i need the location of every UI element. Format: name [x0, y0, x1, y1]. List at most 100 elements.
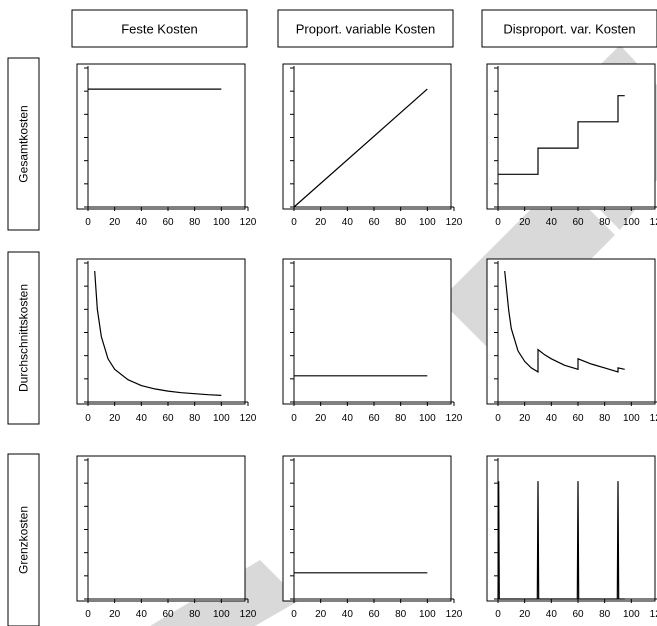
column-header-box-proport-variable-kosten	[277, 9, 454, 48]
x-tick-label: 100	[419, 217, 436, 228]
column-header-box-disproport-var-kosten	[481, 9, 657, 48]
panel-frame	[486, 258, 656, 405]
panel-frame	[76, 63, 246, 210]
x-tick-label: 20	[315, 217, 327, 228]
series-line-1	[94, 270, 222, 396]
x-tick-label: 100	[623, 609, 640, 620]
x-tick-label: 40	[546, 609, 558, 620]
x-tick-label: 120	[650, 609, 657, 620]
x-tick-label: 40	[546, 413, 558, 424]
column-header-feste-kosten: Feste Kosten	[121, 22, 198, 37]
series-line-1	[504, 270, 625, 373]
x-tick-label: 80	[189, 609, 201, 620]
x-tick-label: 0	[85, 413, 91, 424]
x-tick-label: 0	[291, 413, 297, 424]
x-tick-label: 0	[495, 609, 501, 620]
x-tick-label: 60	[572, 413, 584, 424]
x-tick-label: 0	[495, 217, 501, 228]
x-tick-label: 40	[136, 413, 148, 424]
x-tick-label: 80	[599, 609, 611, 620]
column-header-disproport-var-kosten: Disproport. var. Kosten	[503, 22, 635, 37]
x-tick-label: 60	[162, 609, 174, 620]
panel-frame	[76, 258, 246, 405]
x-tick-label: 80	[599, 413, 611, 424]
x-tick-label: 60	[368, 609, 380, 620]
x-tick-label: 120	[650, 413, 657, 424]
x-tick-label: 100	[623, 413, 640, 424]
panel-frame	[282, 258, 452, 405]
x-tick-label: 80	[395, 413, 407, 424]
x-tick-label: 20	[109, 217, 121, 228]
x-tick-label: 60	[368, 217, 380, 228]
row-header-gesamtkosten: Gesamtkosten	[17, 105, 31, 182]
x-tick-label: 100	[419, 609, 436, 620]
x-tick-label: 40	[136, 609, 148, 620]
row-header-box-durchschnittskosten	[7, 251, 40, 425]
x-tick-label: 20	[315, 413, 327, 424]
x-tick-label: 60	[162, 413, 174, 424]
panel-durchschnittskosten-feste-kosten: 0 20 40 60 80 100 120	[76, 258, 257, 424]
panel-frame	[486, 455, 656, 602]
panel-frame	[282, 63, 452, 210]
x-tick-label: 80	[189, 413, 201, 424]
x-tick-label: 100	[419, 413, 436, 424]
row-header-box-gesamtkosten	[7, 57, 40, 231]
x-tick-label: 120	[240, 413, 257, 424]
panel-durchschnittskosten-disproport-var-kosten: 0 20 40 60 80 100 120	[486, 258, 657, 424]
x-tick-label: 120	[650, 217, 657, 228]
x-tick-label: 80	[599, 217, 611, 228]
x-tick-label: 20	[519, 413, 531, 424]
x-tick-label: 0	[85, 217, 91, 228]
panel-gesamtkosten-disproport-var-kosten: 0 20 40 60 80 100 120	[486, 63, 657, 228]
x-tick-label: 120	[446, 609, 463, 620]
x-tick-label: 20	[109, 413, 121, 424]
x-tick-label: 100	[213, 413, 230, 424]
column-headers: Feste Kosten Proport. variable Kosten Disp…	[71, 9, 657, 48]
x-tick-label: 120	[446, 413, 463, 424]
x-tick-label: 100	[213, 217, 230, 228]
x-tick-label: 60	[368, 413, 380, 424]
x-tick-label: 60	[162, 217, 174, 228]
x-tick-label: 20	[519, 217, 531, 228]
panel-grenzkosten-proport-variable-kosten: 0 20 40 60 80 100 120	[282, 455, 463, 620]
x-tick-label: 120	[240, 609, 257, 620]
row-header-durchschnittskosten: Durchschnittskosten	[17, 284, 31, 392]
x-tick-label: 80	[395, 217, 407, 228]
series-line-1	[498, 95, 625, 175]
x-tick-label: 0	[291, 609, 297, 620]
x-tick-label: 20	[109, 609, 121, 620]
row-header-grenzkosten: Grenzkosten	[17, 506, 31, 574]
panel-frame	[76, 455, 246, 602]
x-tick-label: 40	[342, 217, 354, 228]
series-line-1	[293, 88, 428, 208]
x-tick-label: 0	[291, 217, 297, 228]
x-tick-label: 40	[136, 217, 148, 228]
x-tick-label: 100	[623, 217, 640, 228]
x-tick-label: 120	[240, 217, 257, 228]
panel-frame	[282, 455, 452, 602]
x-tick-label: 40	[546, 217, 558, 228]
x-tick-label: 120	[446, 217, 463, 228]
x-tick-label: 60	[572, 609, 584, 620]
panel-grenzkosten-feste-kosten: 0 20 40 60 80 100 120	[76, 455, 257, 620]
x-tick-label: 60	[572, 217, 584, 228]
panel-grenzkosten-disproport-var-kosten: 0 20 40 60 80 100 120	[486, 455, 657, 620]
panel-frame	[486, 63, 656, 210]
x-tick-label: 20	[315, 609, 327, 620]
column-header-box-feste-kosten	[71, 9, 248, 48]
x-tick-label: 40	[342, 413, 354, 424]
x-tick-label: 0	[495, 413, 501, 424]
x-tick-label: 80	[189, 217, 201, 228]
x-tick-label: 0	[85, 609, 91, 620]
x-tick-label: 80	[395, 609, 407, 620]
row-header-box-grenzkosten	[7, 453, 40, 626]
row-headers: Gesamtkosten Durchschnittskosten Grenzkost…	[7, 57, 40, 626]
column-header-proport-variable-kosten: Proport. variable Kosten	[296, 22, 435, 37]
panel-gesamtkosten-proport-variable-kosten: 0 20 40 60 80 100 120	[282, 63, 463, 228]
x-tick-label: 100	[213, 609, 230, 620]
panel-gesamtkosten-feste-kosten: 0 20 40 60 80 100 120	[76, 63, 257, 228]
panel-durchschnittskosten-proport-variable-kosten: 0 20 40 60 80 100 120	[282, 258, 463, 424]
x-tick-label: 20	[519, 609, 531, 620]
x-tick-label: 40	[342, 609, 354, 620]
